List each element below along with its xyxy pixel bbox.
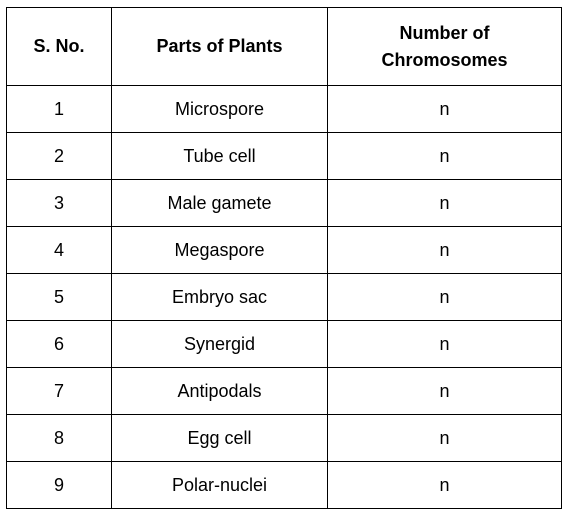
cell-serial-number: 5 [6,273,112,321]
cell-chromosomes: n [327,461,562,509]
cell-serial-number: 8 [6,414,112,462]
table-header: S. No. Parts of Plants Number of Chromos… [6,7,562,86]
cell-chromosomes: n [327,414,562,462]
cell-chromosomes: n [327,273,562,321]
cell-plant-part: Egg cell [111,414,328,462]
table-container: S. No. Parts of Plants Number of Chromos… [6,7,562,509]
cell-serial-number: 1 [6,85,112,133]
table-row: 3 Male gamete n [6,179,562,227]
header-chrom-line1: Number of [399,22,490,43]
table-row: 5 Embryo sac n [6,273,562,321]
cell-chromosomes: n [327,132,562,180]
cell-plant-part: Polar-nuclei [111,461,328,509]
table-row: 9 Polar-nuclei n [6,461,562,509]
table-row: 6 Synergid n [6,320,562,368]
cell-plant-part: Microspore [111,85,328,133]
cell-serial-number: 2 [6,132,112,180]
cell-plant-part: Megaspore [111,226,328,274]
cell-plant-part: Embryo sac [111,273,328,321]
cell-serial-number: 7 [6,367,112,415]
header-chrom-line2: Chromosomes [381,49,508,70]
header-row: S. No. Parts of Plants Number of Chromos… [6,7,562,86]
cell-plant-part: Male gamete [111,179,328,227]
cell-chromosomes: n [327,320,562,368]
cell-plant-part: Synergid [111,320,328,368]
cell-serial-number: 4 [6,226,112,274]
chromosome-table: S. No. Parts of Plants Number of Chromos… [6,7,562,509]
table-row: 8 Egg cell n [6,414,562,462]
cell-serial-number: 9 [6,461,112,509]
cell-serial-number: 3 [6,179,112,227]
cell-plant-part: Tube cell [111,132,328,180]
table-row: 7 Antipodals n [6,367,562,415]
cell-chromosomes: n [327,85,562,133]
cell-chromosomes: n [327,367,562,415]
header-parts-of-plants: Parts of Plants [111,7,328,86]
cell-chromosomes: n [327,179,562,227]
header-serial-number: S. No. [6,7,112,86]
table-row: 2 Tube cell n [6,132,562,180]
table-row: 1 Microspore n [6,85,562,133]
table-body: 1 Microspore n 2 Tube cell n 3 Male game… [6,85,562,509]
header-number-of-chromosomes: Number of Chromosomes [327,7,562,86]
cell-chromosomes: n [327,226,562,274]
cell-plant-part: Antipodals [111,367,328,415]
cell-serial-number: 6 [6,320,112,368]
table-row: 4 Megaspore n [6,226,562,274]
